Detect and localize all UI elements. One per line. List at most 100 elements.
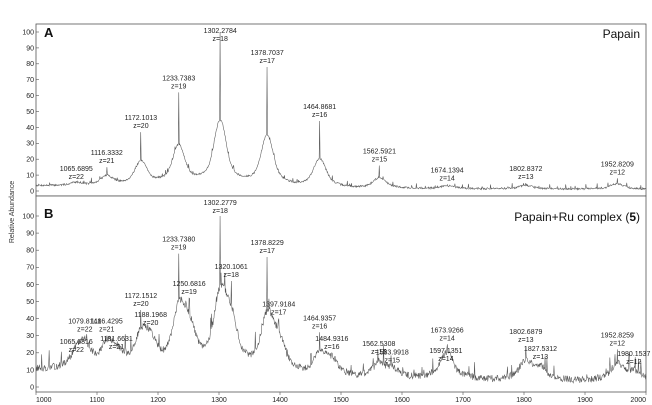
peak-mz-label: 1464.9357 [303, 315, 336, 322]
peak-mz-label: 1597.1351 [429, 348, 462, 355]
y-tick-label: 40 [26, 316, 34, 323]
panel-b-tag: B [44, 206, 53, 221]
y-tick-label: 60 [26, 282, 34, 289]
peak-mz-label: 1172.1512 [125, 293, 158, 300]
panel-b-title-suffix: ) [636, 210, 640, 224]
peak-mz-label: 1079.8148 [68, 319, 101, 326]
y-tick-label: 80 [26, 248, 34, 255]
panel-b-title: Papain+Ru complex (5) [514, 210, 640, 224]
x-tick-label: 1300 [211, 397, 227, 404]
panel-b-y-axis: 0 10 20 30 40 50 60 70 80 90 100 [22, 213, 39, 391]
peak-charge-label: z=14 [439, 176, 454, 183]
y-tick-label: 50 [26, 109, 34, 116]
peak-charge-label: z=13 [518, 174, 533, 181]
y-tick-label: 20 [26, 350, 34, 357]
panel-a-y-axis: 0 10 20 30 40 50 60 70 80 90 100 [22, 29, 39, 195]
peak-mz-label: 1802.6879 [509, 329, 542, 336]
panel-b-peak-labels: 1065.6816z=221079.8148z=221116.4295z=211… [60, 200, 651, 366]
x-axis: 1000 1100 1200 1300 1400 1500 1600 1700 1800 1900… [35, 392, 647, 404]
peak-mz-label: 1980.1537 [617, 351, 650, 358]
panel-b-frame [35, 195, 647, 393]
y-tick-label: 20 [26, 157, 34, 164]
x-tick-label: 1800 [516, 397, 532, 404]
peak-charge-label: z=20 [133, 301, 148, 308]
y-tick-label: 0 [30, 384, 34, 391]
y-tick-label: 80 [26, 61, 34, 68]
y-tick-label: 100 [22, 29, 34, 36]
peak-mz-label: 1827.5312 [524, 346, 557, 353]
panel-a: A Papain 0 10 20 30 40 50 60 70 80 90 100 1065.689… [22, 23, 647, 197]
peak-charge-label: z=12 [610, 340, 625, 347]
peak-mz-label: 1233.7380 [162, 237, 195, 244]
peak-mz-label: 1378.7037 [251, 50, 284, 57]
peak-charge-label: z=17 [260, 58, 275, 65]
peak-mz-label: 1302.2784 [204, 28, 237, 35]
x-tick-label: 1100 [89, 397, 104, 404]
peak-charge-label: z=21 [99, 327, 114, 334]
y-tick-label: 10 [26, 173, 34, 180]
peak-mz-label: 1065.6895 [60, 166, 93, 173]
panel-a-frame [35, 23, 647, 197]
panel-b-title-bold: 5 [629, 210, 636, 224]
panel-b: B Papain+Ru complex (5) 0 10 20 30 40 50 60 70 8… [22, 195, 651, 393]
peak-mz-label: 1302.2779 [204, 200, 237, 207]
peak-mz-label: 1116.3332 [91, 150, 123, 157]
peak-mz-label: 1188.1968 [134, 312, 167, 319]
peak-mz-label: 1674.1394 [431, 168, 464, 175]
peak-mz-label: 1484.9316 [315, 336, 348, 343]
peak-charge-label: z=22 [69, 347, 84, 354]
peak-charge-label: z=16 [312, 323, 327, 330]
peak-charge-label: z=22 [77, 327, 92, 334]
y-tick-label: 90 [26, 231, 34, 238]
peak-mz-label: 1172.1013 [125, 115, 158, 122]
y-tick-label: 30 [26, 141, 34, 148]
y-tick-label: 10 [26, 367, 34, 374]
peak-charge-label: z=13 [533, 354, 548, 361]
peak-mz-label: 1562.5921 [363, 149, 396, 156]
y-tick-label: 30 [26, 333, 34, 340]
peak-charge-label: z=15 [372, 157, 387, 164]
peak-mz-label: 1464.8681 [303, 104, 336, 111]
peak-mz-label: 1952.8209 [601, 161, 634, 168]
peak-mz-label: 1131.6631 [100, 336, 133, 343]
panel-a-title-text: Papain [603, 27, 640, 41]
peak-charge-label: z=16 [312, 112, 327, 119]
panel-b-title-text: Papain+Ru complex ( [514, 210, 629, 224]
peak-mz-label: 1562.5308 [362, 341, 395, 348]
peak-charge-label: z=18 [213, 36, 228, 43]
peak-mz-label: 1952.8259 [601, 332, 634, 339]
peak-charge-label: z=20 [133, 123, 148, 130]
peak-charge-label: z=12 [626, 359, 641, 366]
y-tick-label: 100 [22, 213, 34, 220]
x-tick-label: 2000 [630, 397, 646, 404]
peak-charge-label: z=14 [439, 335, 454, 342]
peak-mz-label: 1583.9918 [376, 349, 409, 356]
peak-mz-label: 1233.7383 [162, 75, 195, 82]
panel-a-title: Papain [603, 27, 640, 41]
peak-charge-label: z=21 [99, 158, 114, 165]
y-tick-label: 50 [26, 299, 34, 306]
peak-charge-label: z=13 [518, 337, 533, 344]
panel-b-spectrum-trace [35, 215, 647, 384]
peak-charge-label: z=19 [171, 245, 186, 252]
peak-mz-label: 1250.6816 [173, 281, 206, 288]
x-tick-label: 1400 [272, 397, 288, 404]
peak-charge-label: z=17 [271, 310, 286, 317]
peak-charge-label: z=22 [69, 174, 84, 181]
y-tick-label: 70 [26, 265, 34, 272]
peak-charge-label: z=18 [224, 272, 239, 279]
peak-mz-label: 1673.9266 [431, 327, 464, 334]
peak-charge-label: z=18 [213, 208, 228, 215]
y-tick-label: 0 [30, 188, 34, 195]
panel-a-spectrum-trace [35, 31, 647, 191]
x-tick-label: 1900 [577, 397, 593, 404]
peak-charge-label: z=17 [260, 248, 275, 255]
x-tick-label: 1000 [36, 397, 52, 404]
peak-charge-label: z=19 [171, 83, 186, 90]
y-tick-label: 60 [26, 93, 34, 100]
x-tick-label: 1600 [394, 397, 410, 404]
x-tick-label: 1500 [333, 397, 349, 404]
peak-mz-label: 1397.9184 [262, 302, 295, 309]
peak-charge-label: z=15 [371, 349, 386, 356]
